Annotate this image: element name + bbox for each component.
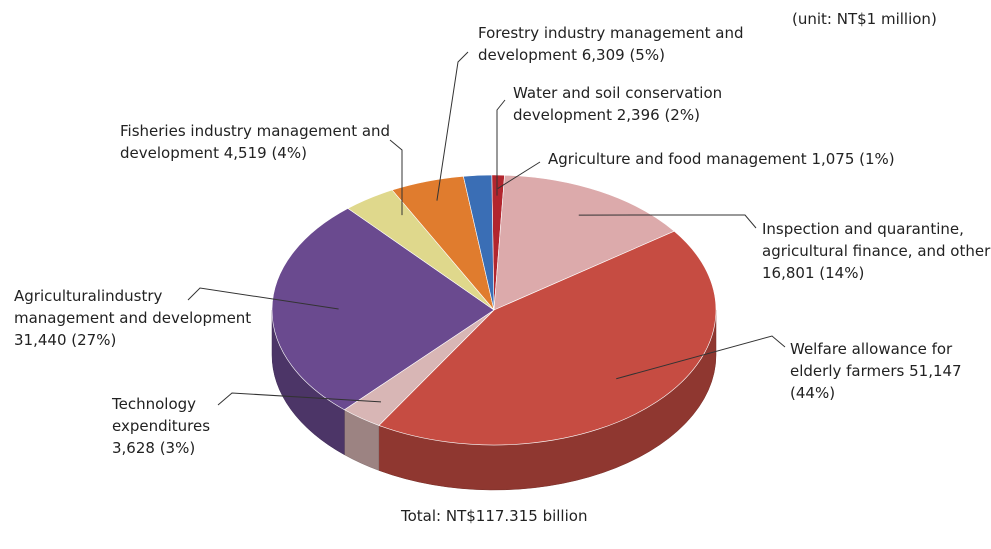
leader-line — [217, 392, 381, 406]
leader-line — [578, 214, 757, 229]
slice — [463, 174, 495, 311]
slice-label: Welfare allowance for elderly farmers 51… — [790, 338, 970, 404]
leader-line — [616, 335, 786, 380]
leader-line — [389, 139, 403, 216]
slice-value-label: 1,075 (1%) — [811, 150, 895, 168]
slice-value-label: 4,519 (4%) — [223, 144, 307, 162]
slice-label-name: Forestry industry management and develop… — [478, 24, 744, 64]
slice-label-name: Agriculturalindustry management and deve… — [14, 287, 252, 327]
slice-value-label: 51,147 (44%) — [790, 362, 962, 402]
slice-label-name: Welfare allowance for elderly farmers — [790, 340, 953, 380]
slice-label: Technology expenditures 3,628 (3%) — [112, 393, 232, 459]
slice-label: Agriculture and food management 1,075 (1… — [548, 148, 958, 170]
slice-value-label: 16,801 (14%) — [762, 264, 865, 282]
slice-value-label: 31,440 (27%) — [14, 331, 117, 349]
leader-line — [497, 161, 541, 189]
slice — [271, 208, 495, 411]
slice-label: Fisheries industry management and develo… — [120, 120, 400, 164]
leader-line — [436, 51, 469, 201]
slice-label-name: Agriculture and food management — [548, 150, 807, 168]
slice-label: Agriculturalindustry management and deve… — [14, 285, 264, 351]
leader-line — [496, 99, 506, 196]
slice-label-name: Technology expenditures — [112, 395, 211, 435]
slice-value-label: 2,396 (2%) — [616, 106, 700, 124]
slice-label-name: Inspection and quarantine, agricultural … — [762, 220, 991, 260]
slice-label: Inspection and quarantine, agricultural … — [762, 218, 991, 284]
slice — [493, 174, 675, 311]
total-note: Total: NT$117.315 billion — [401, 507, 588, 525]
unit-note: (unit: NT$1 million) — [792, 10, 937, 28]
slice-label: Water and soil conservation development … — [513, 82, 753, 126]
slice-label-name: Fisheries industry management and develo… — [120, 122, 391, 162]
slice-label: Forestry industry management and develop… — [478, 22, 778, 66]
slice-label-name: Water and soil conservation development — [513, 84, 723, 124]
slice-value-label: 6,309 (5%) — [581, 46, 665, 64]
slice-value-label: 3,628 (3%) — [112, 439, 196, 457]
leader-line — [187, 287, 339, 310]
slice — [378, 230, 717, 446]
